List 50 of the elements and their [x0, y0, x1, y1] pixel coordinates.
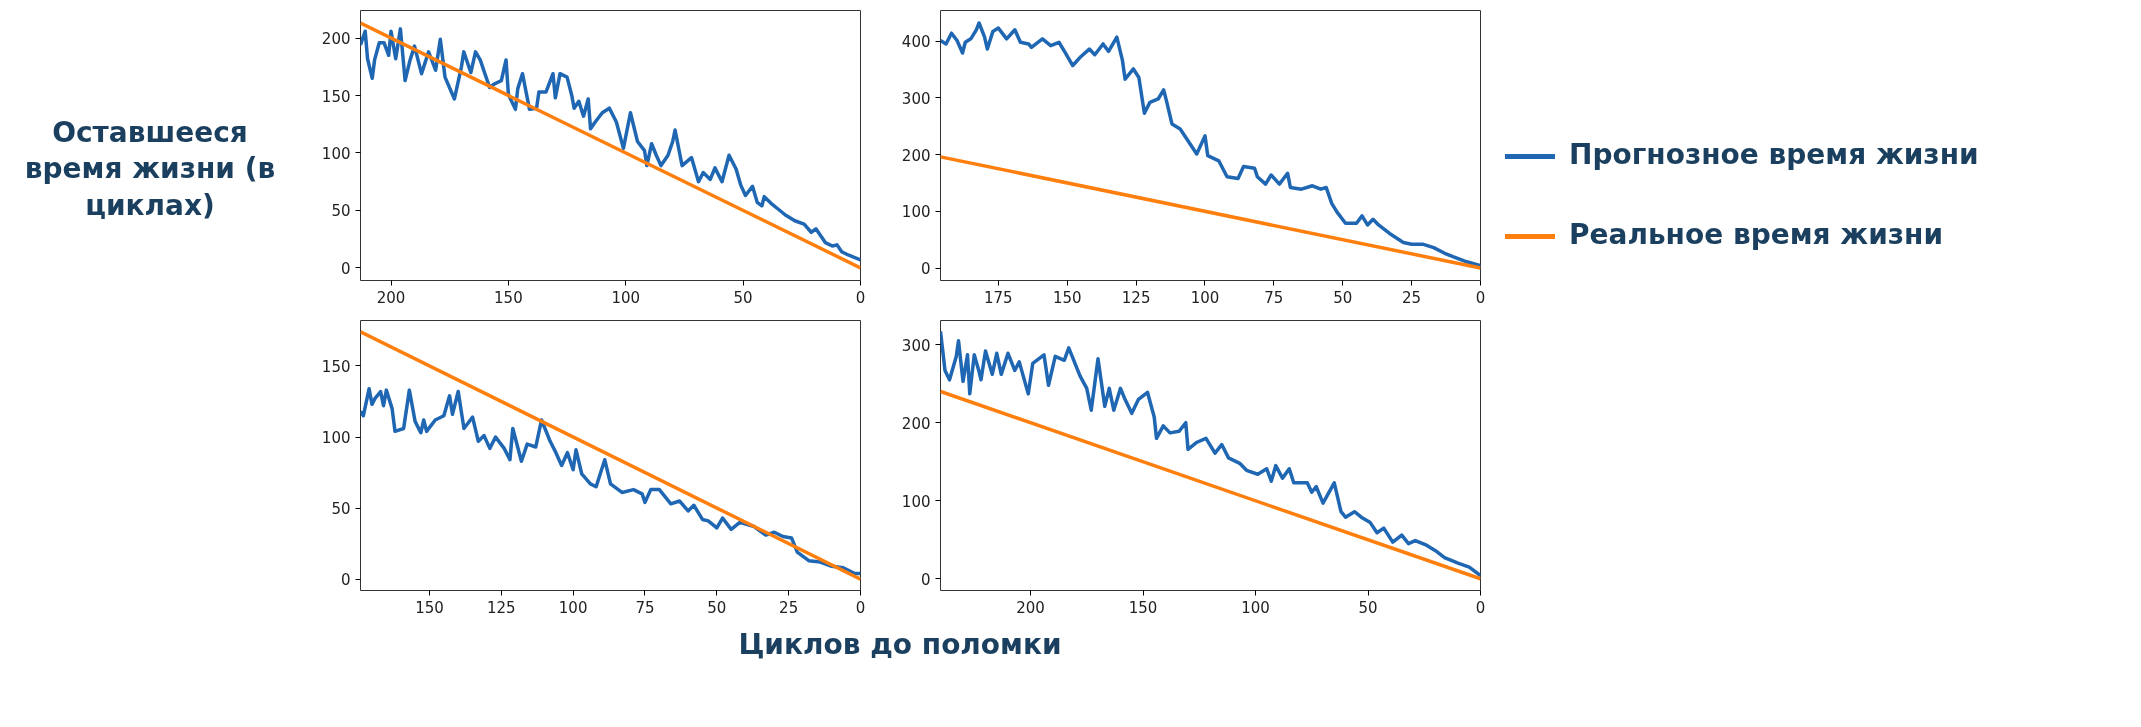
line-series [360, 386, 861, 576]
y-tick-label: 0 [340, 571, 351, 590]
x-tick-label: 75 [1264, 288, 1284, 307]
x-tick-label: 50 [733, 288, 753, 307]
x-tick-label: 150 [1128, 598, 1158, 617]
x-tick-label: 0 [1475, 288, 1486, 307]
x-tick-label: 200 [376, 288, 406, 307]
x-tick-label: 25 [1402, 288, 1422, 307]
x-tick-label: 50 [1358, 598, 1378, 617]
y-tick-label: 50 [331, 202, 351, 221]
y-tick-label: 100 [901, 492, 931, 511]
x-tick-label: 200 [1016, 598, 1045, 617]
x-tick-label: 50 [707, 598, 727, 617]
y-tick-label: 100 [321, 144, 351, 163]
x-tick-label: 0 [855, 288, 866, 307]
x-tick-label: 100 [1241, 598, 1270, 617]
x-tick-label: 150 [1052, 288, 1082, 307]
x-tick-label: 100 [558, 598, 588, 617]
y-tick-label: 100 [321, 429, 351, 448]
x-tick-label: 50 [1333, 288, 1353, 307]
line-series [940, 329, 1481, 578]
x-tick-label: 150 [494, 288, 523, 307]
y-tick-label: 400 [901, 33, 931, 52]
x-tick-label: 0 [855, 598, 866, 617]
x-tick-label: 100 [611, 288, 641, 307]
y-tick-label: 200 [901, 414, 931, 433]
legend-label: Прогнозное время жизни [1568, 137, 1979, 173]
y-tick-label: 200 [321, 30, 351, 49]
x-tick-label: 150 [415, 598, 444, 617]
y-tick-label: 0 [920, 260, 931, 279]
y-tick-label: 100 [901, 203, 931, 222]
y-tick-label: 300 [901, 89, 931, 108]
y-tick-label: 50 [331, 500, 351, 519]
x-axis-title: Циклов до поломки [738, 627, 1062, 663]
x-tick-label: 125 [486, 598, 516, 617]
line-series [940, 21, 1481, 268]
x-tick-label: 125 [1121, 288, 1151, 307]
legend-label: Реальное время жизни [1568, 217, 1945, 253]
x-tick-label: 25 [779, 598, 799, 617]
x-tick-label: 75 [635, 598, 655, 617]
y-tick-label: 200 [901, 146, 931, 165]
y-tick-label: 150 [321, 87, 351, 106]
y-tick-label: 150 [321, 357, 351, 376]
x-tick-label: 0 [1475, 598, 1486, 617]
x-tick-label: 175 [984, 288, 1013, 307]
y-tick-label: 300 [901, 336, 931, 355]
y-tick-label: 0 [920, 570, 931, 589]
x-tick-label: 100 [1190, 288, 1220, 307]
y-axis-title: Оставшееся время жизни (в циклах) [23, 115, 277, 224]
y-tick-label: 0 [340, 259, 351, 278]
